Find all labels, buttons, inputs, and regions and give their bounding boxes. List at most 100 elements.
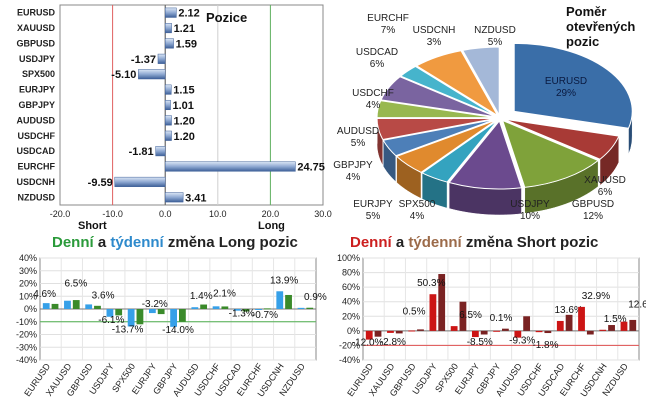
pos-bar-eurjpy bbox=[164, 84, 172, 95]
short-value-label-eurchf: 32.9% bbox=[582, 291, 610, 302]
long-value-label-eurusd: 4.6% bbox=[33, 289, 56, 300]
pos-category-label-audusd: AUDUSD bbox=[16, 115, 55, 125]
long-daily-bar-usdcad bbox=[233, 309, 241, 311]
long-y-tick-label: 40% bbox=[19, 253, 37, 263]
long-daily-bar-eurjpy bbox=[148, 309, 156, 314]
pos-value-label-usdchf: 1.20 bbox=[174, 131, 195, 143]
long-y-tick-label: 20% bbox=[19, 279, 37, 289]
pie-slice-usdcnh bbox=[399, 65, 497, 117]
pos-value-label-gbpjpy: 1.01 bbox=[173, 100, 194, 112]
pos-x-tick-label: 0.0 bbox=[159, 209, 172, 219]
pos-category-label-xauusd: XAUUSD bbox=[17, 23, 56, 33]
short-daily-bar-eurjpy bbox=[471, 330, 479, 338]
long-title-daily: Denní bbox=[52, 234, 94, 251]
short-weekly-bar-gbpusd bbox=[417, 329, 424, 331]
short-y-tick-label: -40% bbox=[339, 355, 360, 365]
pie-label-xauusd: XAUUSD 6% bbox=[584, 175, 626, 198]
short-y-tick-label: 40% bbox=[342, 297, 360, 307]
pos-bar-usdcad bbox=[155, 146, 166, 157]
pos-category-label-eurjpy: EURJPY bbox=[19, 85, 55, 95]
pie-slice-nzdusd bbox=[461, 46, 500, 117]
pie-slice-xauusd bbox=[504, 118, 620, 160]
long-change-chart: 40% 30% 20% 10% 0% -10% -20% -30% -40% 4.6% EURUSD… bbox=[0, 252, 327, 414]
pos-value-label-usdcad: -1.81 bbox=[129, 146, 154, 158]
short-daily-bar-usdcnh bbox=[599, 329, 607, 331]
pos-bar-audusd bbox=[164, 115, 172, 126]
short-weekly-bar-xauusd bbox=[395, 330, 403, 334]
short-daily-bar-eurchf bbox=[578, 306, 585, 331]
short-y-tick-label: 0% bbox=[347, 326, 360, 336]
pos-value-label-usdjpy: -1.37 bbox=[131, 54, 156, 66]
long-value-label-audusd: 1.4% bbox=[190, 291, 213, 302]
pos-category-label-gbpusd: GBPUSD bbox=[16, 38, 55, 48]
pos-bar-usdcnh bbox=[114, 176, 166, 187]
short-value-label-xauusd: -2.8% bbox=[380, 337, 406, 348]
short-daily-bar-gbpjpy bbox=[493, 330, 500, 332]
long-weekly-bar-spx500 bbox=[136, 309, 144, 325]
short-value-label-usdcnh: 1.5% bbox=[604, 314, 627, 325]
long-weekly-bar-usdcad bbox=[242, 309, 250, 312]
short-title-and: a bbox=[391, 234, 409, 251]
pos-category-label-eurchf: EURCHF bbox=[18, 162, 56, 172]
pie-label-usdcnh: USDCNH 3% bbox=[413, 25, 456, 48]
long-y-tick-label: -40% bbox=[16, 355, 37, 365]
pos-x-tick-label: -10.0 bbox=[102, 209, 123, 219]
short-value-label-usdjpy: 50.3% bbox=[417, 278, 445, 289]
long-weekly-bar-usdchf bbox=[221, 306, 229, 309]
short-weekly-bar-usdcnh bbox=[608, 325, 615, 331]
long-value-label-gbpusd: 3.6% bbox=[92, 290, 115, 301]
short-value-label-nzdusd: 12.6% bbox=[628, 300, 646, 311]
short-daily-bar-nzdusd bbox=[620, 321, 628, 331]
long-value-label-spx500: -13.7% bbox=[112, 324, 144, 335]
long-daily-bar-eurchf bbox=[255, 309, 262, 310]
pie-slice-audusd bbox=[376, 117, 496, 141]
pie-label-audusd: AUDUSD 5% bbox=[337, 126, 379, 149]
long-value-label-usdchf: 2.1% bbox=[213, 288, 236, 299]
pos-title: Pozice bbox=[206, 10, 247, 25]
long-change-chart-svg: 40%30%20%10%0%-10%-20%-30%-40%4.6%EURUSD… bbox=[16, 253, 327, 399]
short-weekly-bar-usdcad bbox=[565, 314, 573, 331]
short-y-tick-label: -20% bbox=[339, 340, 360, 350]
pos-bar-nzdusd bbox=[164, 192, 184, 203]
short-weekly-bar-gbpjpy bbox=[502, 328, 509, 331]
pos-bar-xauusd bbox=[164, 23, 172, 34]
short-y-tick-label: 80% bbox=[342, 268, 360, 278]
short-y-tick-label: 100% bbox=[337, 253, 360, 263]
short-weekly-bar-nzdusd bbox=[629, 319, 637, 331]
short-value-label-eurusd: -12.0% bbox=[352, 338, 384, 349]
pos-category-label-usdcad: USDCAD bbox=[16, 146, 55, 156]
long-value-label-usdcnh: 13.9% bbox=[270, 275, 298, 286]
pos-bar-gbpjpy bbox=[164, 99, 171, 111]
long-y-tick-label: -30% bbox=[16, 342, 37, 352]
pos-category-label-nzdusd: NZDUSD bbox=[18, 192, 56, 202]
short-value-label-usdchf: -1.8% bbox=[532, 340, 558, 351]
pos-value-label-audusd: 1.20 bbox=[174, 115, 195, 127]
short-plot-area bbox=[362, 257, 640, 361]
pos-bar-usdchf bbox=[164, 130, 172, 141]
ratio-pie-chart: EURUSD 29% XAUUSD 6% GBPUSD 12% USDJPY 10% SPX50… bbox=[330, 0, 646, 232]
pos-category-label-usdchf: USDCHF bbox=[18, 131, 56, 141]
pos-bar-eurchf bbox=[164, 161, 296, 172]
pos-value-label-eurusd: 2.12 bbox=[178, 8, 199, 20]
long-weekly-bar-nzdusd bbox=[306, 307, 314, 309]
long-weekly-bar-eurchf bbox=[263, 308, 271, 310]
short-y-tick-label: 20% bbox=[342, 311, 360, 321]
long-weekly-bar-usdcnh bbox=[285, 294, 292, 309]
long-value-label-gbpjpy: -14.0% bbox=[162, 325, 194, 336]
short-value-label-eurjpy: -8.5% bbox=[467, 337, 493, 348]
pos-x-tick-label: 10.0 bbox=[209, 209, 227, 219]
long-weekly-bar-eurusd bbox=[51, 303, 59, 309]
short-daily-bar-audusd bbox=[514, 330, 522, 338]
pie-label-eurchf: EURCHF 7% bbox=[367, 13, 409, 36]
positions-chart-svg: -20.0 -10.0 0.0 10.0 20.0 30.0 EURUSD 2.12 XAUUS… bbox=[16, 4, 332, 232]
pos-category-label-spx500: SPX500 bbox=[22, 69, 55, 79]
short-daily-bar-spx500 bbox=[450, 326, 458, 331]
short-value-label-audusd: -9.3% bbox=[509, 336, 535, 347]
long-change-title: Denní a týdenní změna Long pozic bbox=[52, 234, 298, 251]
pos-x-tick-label: 20.0 bbox=[262, 209, 280, 219]
long-title-weekly: týdenní bbox=[110, 234, 164, 251]
short-change-title: Denní a týdenní změna Short pozic bbox=[350, 234, 598, 251]
short-value-label-gbpusd: 0.5% bbox=[403, 306, 426, 317]
pos-bar-spx500 bbox=[138, 69, 166, 80]
short-change-chart-svg: 100%80%60%40%20%0%-20%-40%-12.0%EURUSD-2… bbox=[337, 253, 646, 399]
